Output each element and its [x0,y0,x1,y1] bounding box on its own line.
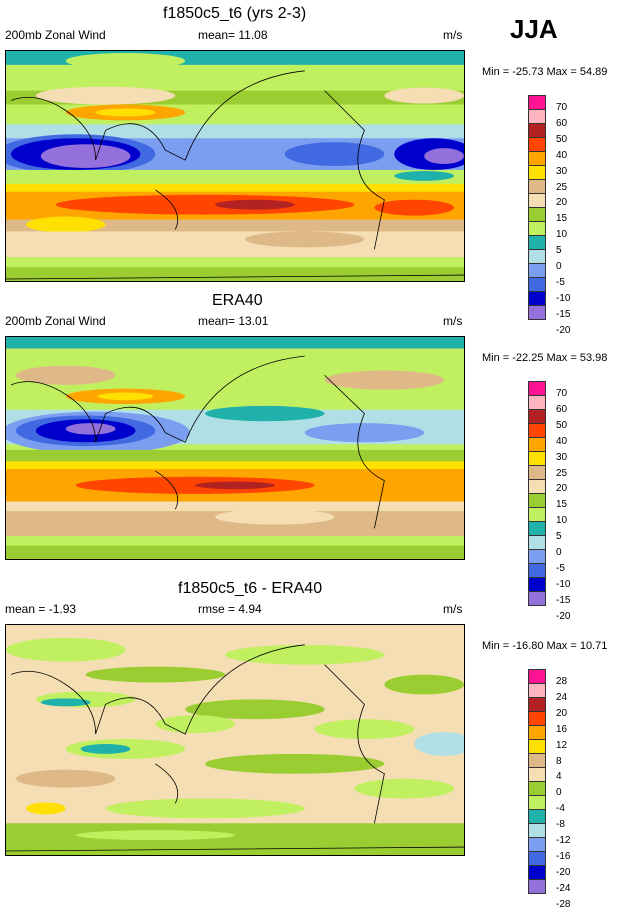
panel3-colorbar [528,669,546,894]
panel2-minmax: Min = -22.25 Max = 53.98 [482,352,608,364]
panel3-colorbar-labels: 28 24 20 16 12 8 4 0 -4 -8 -12 -16 -20 -24 -28 [556,676,571,910]
panel3-units: m/s [443,602,463,616]
panel3-title: f1850c5_t6 - ERA40 [178,580,323,597]
panel3-mean: mean = -1.93 [5,602,77,616]
panel2-colorbar-labels: 70 60 50 40 30 25 20 15 10 5 0 -5 -10 -15 -20 [556,388,571,622]
season-label: JJA [510,14,558,44]
panel1-colorbar [528,95,546,320]
panel1-title: f1850c5_t6 (yrs 2-3) [163,5,307,22]
panel2-units: m/s [443,314,463,328]
panel1-map [5,50,465,282]
panel2-colorbar [528,381,546,606]
panel3-minmax: Min = -16.80 Max = 10.71 [482,640,608,652]
panel1-minmax: Min = -25.73 Max = 54.89 [482,66,608,78]
panel3-rmse: rmse = 4.94 [198,602,262,616]
panel2-mean: mean= 13.01 [198,314,269,328]
panel1-variable: 200mb Zonal Wind [5,28,106,42]
panel1-mean: mean= 11.08 [198,28,268,42]
panel2-variable: 200mb Zonal Wind [5,314,106,328]
panel2-title: ERA40 [212,292,263,309]
panel3-map [5,624,465,856]
panel1-colorbar-labels: 70 60 50 40 30 25 20 15 10 5 0 -5 -10 -15 -20 [556,102,571,336]
panel2-map [5,336,465,560]
panel1-units: m/s [443,28,463,42]
